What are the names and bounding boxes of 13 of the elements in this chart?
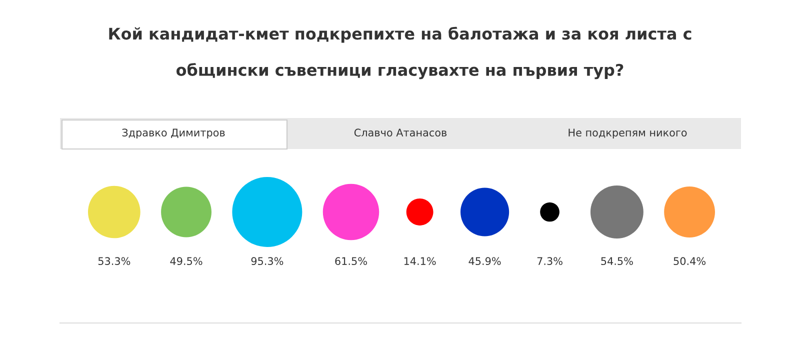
text: Здравко Димитров bbox=[122, 128, 225, 139]
data-label: 14.1% bbox=[404, 257, 436, 266]
data-label: 49.5% bbox=[170, 257, 202, 266]
data-label: 7.3% bbox=[537, 257, 562, 266]
data-label: 50.4% bbox=[674, 257, 706, 266]
text: Не подкрепям никого bbox=[568, 128, 687, 139]
data-label: 61.5% bbox=[335, 257, 367, 266]
data-label: 54.5% bbox=[601, 257, 633, 266]
text: Славчо Атанасов bbox=[354, 128, 447, 137]
chart-title: Кой кандидат-кмет подкрепихте на балотажа и за коя листа с общински съветници гласувахте на първия тур? bbox=[109, 26, 692, 80]
data-label: 53.3% bbox=[98, 257, 130, 266]
data-label: 45.9% bbox=[468, 257, 501, 266]
data-label: 95.3% bbox=[251, 257, 284, 266]
